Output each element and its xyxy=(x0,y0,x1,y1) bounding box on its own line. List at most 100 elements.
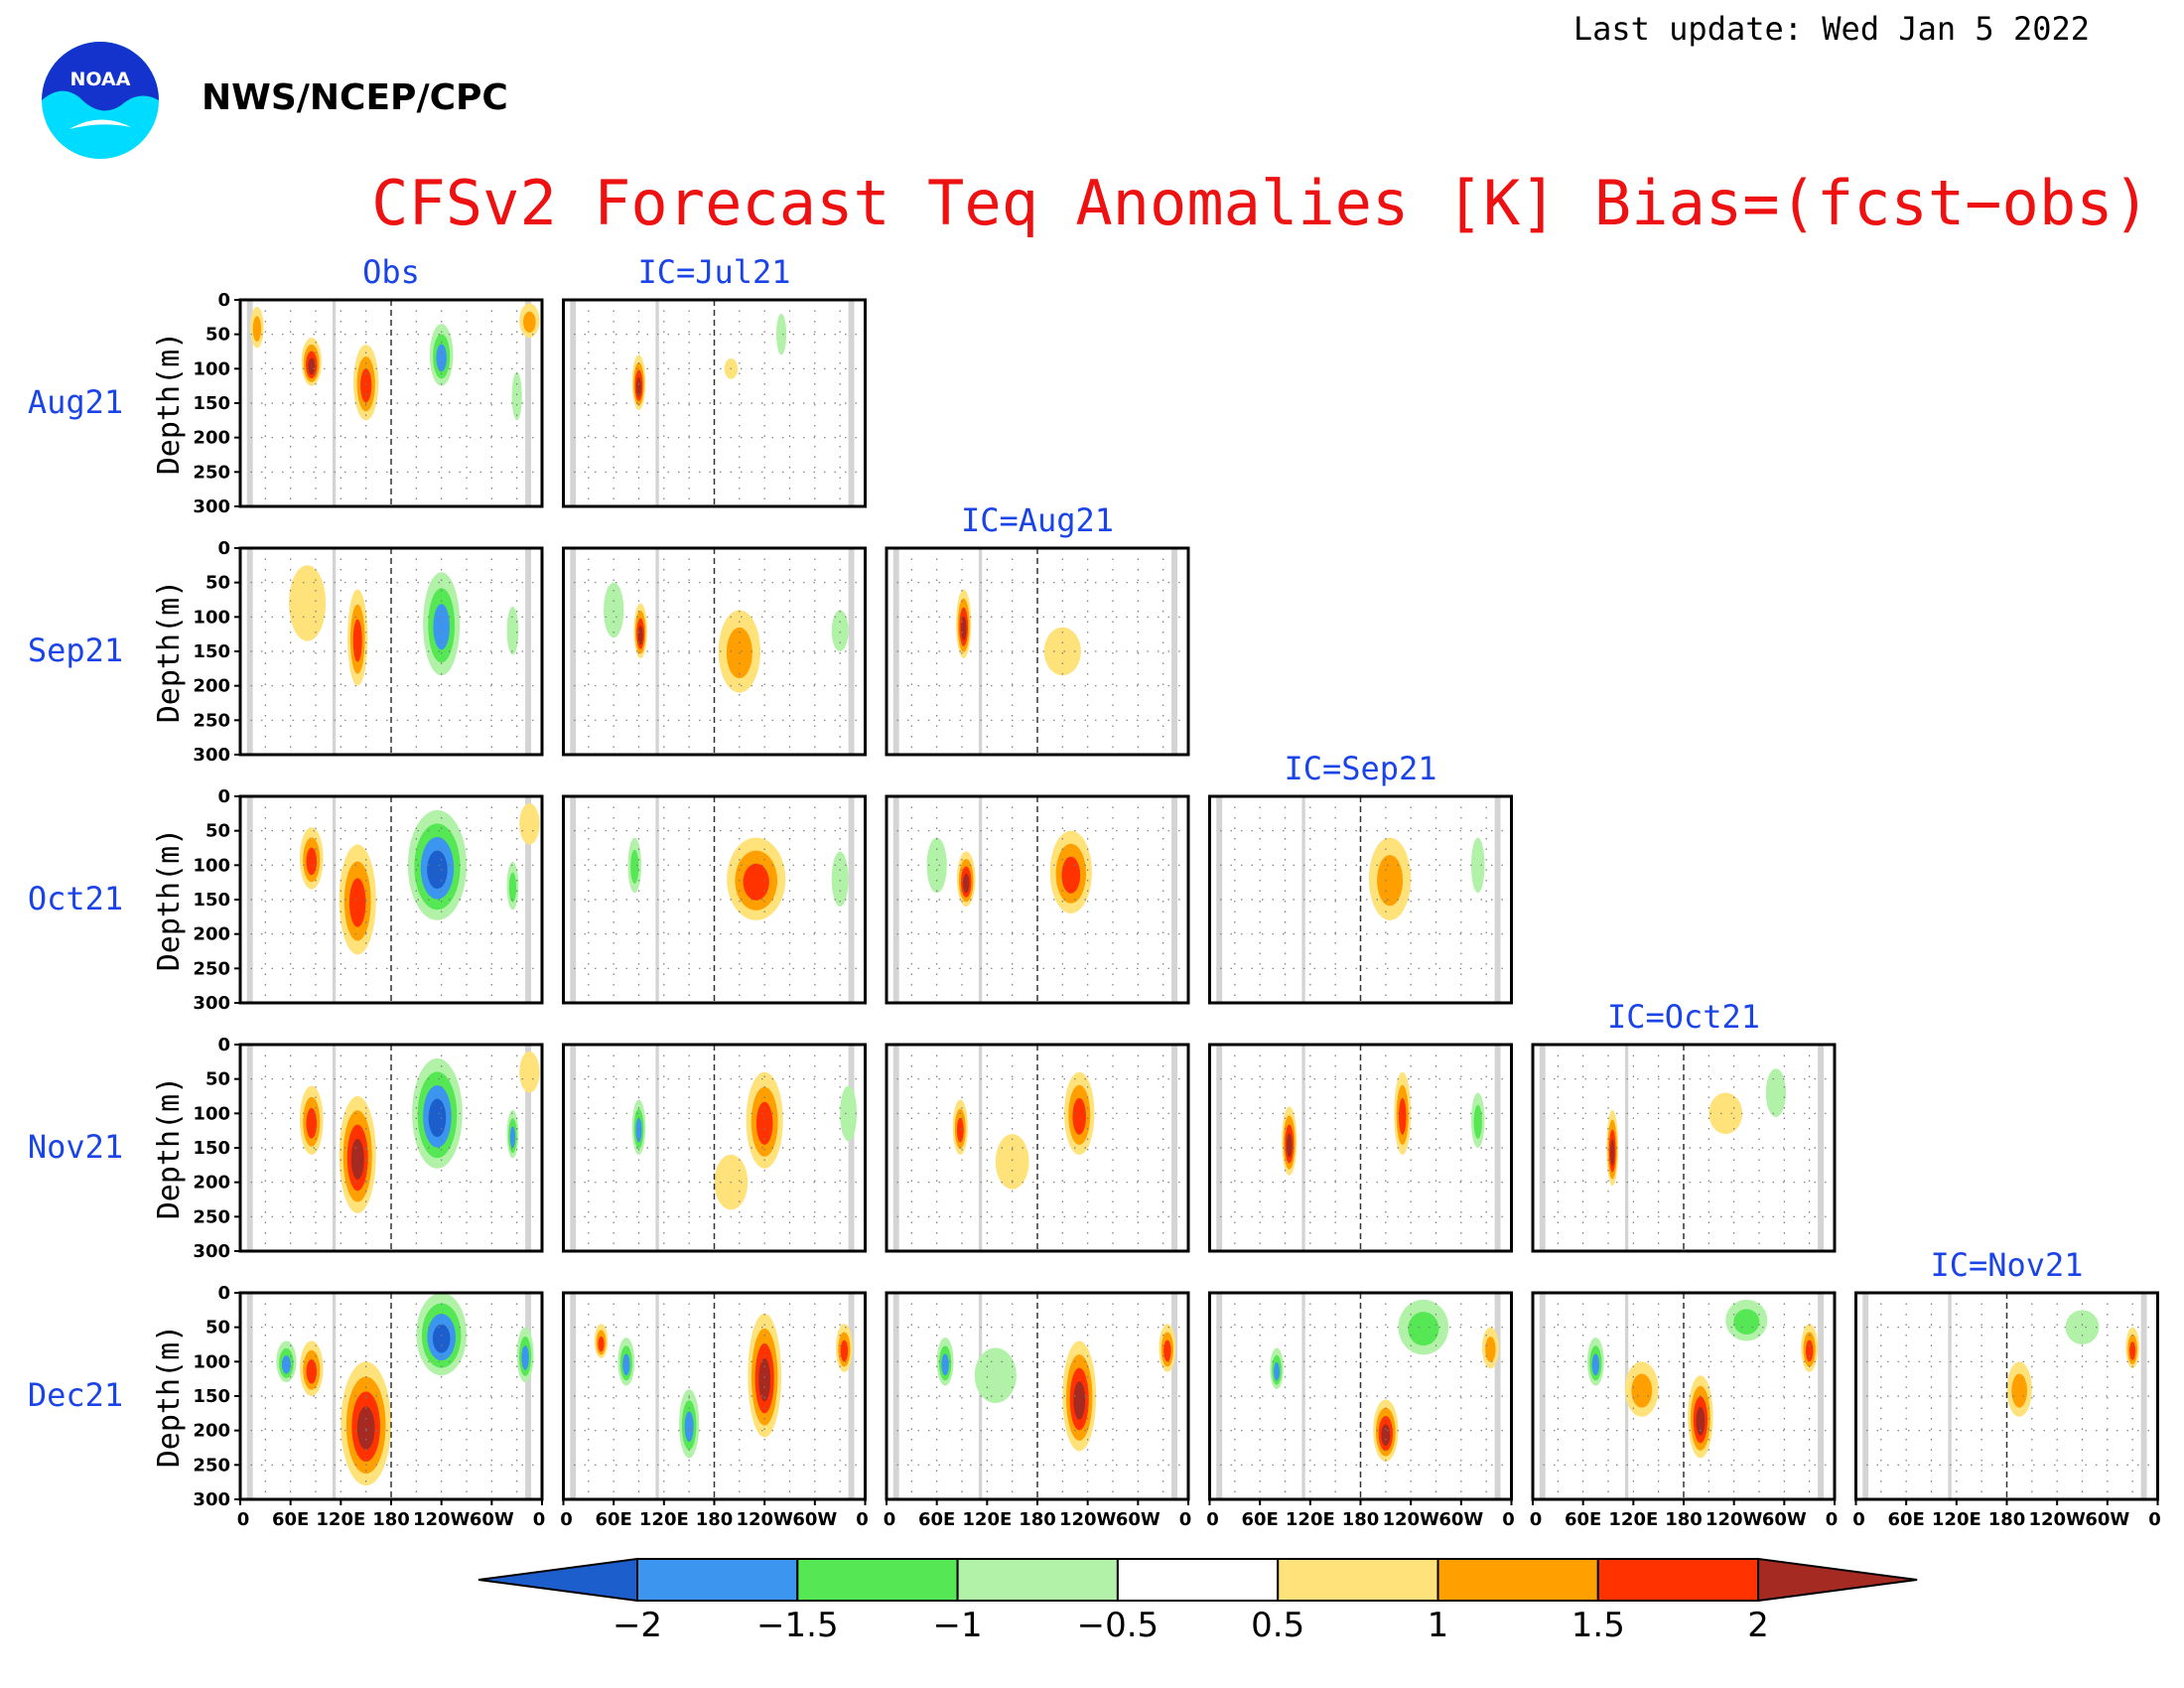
colorbar-label: −1.5 xyxy=(756,1606,839,1645)
land-mask xyxy=(1216,1045,1223,1251)
anomaly-contour xyxy=(436,344,447,372)
land-mask xyxy=(570,796,577,1003)
y-axis-label: Depth(m) xyxy=(152,1076,187,1220)
x-tick-label: 120E xyxy=(1608,1509,1658,1530)
panel-frame xyxy=(885,1043,1190,1253)
y-tick-label: 150 xyxy=(193,393,230,414)
y-tick-label: 0 xyxy=(217,1035,230,1055)
panel-Aug21-1: IC=Jul21 xyxy=(562,253,867,508)
x-tick-label: 0 xyxy=(237,1509,250,1530)
y-axis-label: Depth(m) xyxy=(152,580,187,724)
panel-Dec21-1: 0 60E 120E 180 120W 60W 0 xyxy=(560,1291,869,1530)
anomaly-contour xyxy=(1696,1406,1706,1436)
x-tick-label: 120E xyxy=(1286,1509,1335,1530)
x-tick-label: 120W xyxy=(1706,1509,1763,1530)
anomaly-contour xyxy=(635,1117,642,1143)
land-mask xyxy=(1818,1293,1825,1499)
panel-frame xyxy=(562,794,867,1005)
panel-contents xyxy=(1855,1293,2158,1499)
x-tick-label: 60E xyxy=(272,1509,309,1530)
x-tick-label: 180 xyxy=(696,1509,734,1530)
anomaly-contour xyxy=(775,313,787,355)
land-mask xyxy=(1494,1045,1501,1251)
x-tick-label: 180 xyxy=(1019,1509,1056,1530)
y-tick-label: 250 xyxy=(193,462,230,483)
colorbar: −2 −1.5 −1 −0.5 0.5 1 1.5 2 xyxy=(478,1557,1918,1645)
land-mask xyxy=(570,548,577,755)
colorbar-segment xyxy=(1116,1558,1280,1602)
x-tick-label: 60W xyxy=(1438,1509,1483,1530)
anomaly-contour xyxy=(252,316,262,343)
anomaly-contour xyxy=(926,837,947,894)
panel-contents xyxy=(240,300,542,506)
y-tick-label: 100 xyxy=(193,358,230,379)
x-tick-label: 60W xyxy=(2085,1509,2129,1530)
y-tick-label: 250 xyxy=(193,710,230,731)
x-tick-label: 180 xyxy=(1665,1509,1703,1530)
noaa-logo: NOAA xyxy=(42,42,159,159)
y-tick-label: 300 xyxy=(193,745,230,766)
anomaly-contour xyxy=(743,863,769,901)
anomaly-contour xyxy=(433,604,450,650)
y-tick-label: 200 xyxy=(193,676,230,697)
x-tick-label: 0 xyxy=(560,1509,573,1530)
panel-Nov21-0: 0 50 100 150 200 250 300 Depth(m) Nov21 xyxy=(28,1035,544,1262)
anomaly-contour xyxy=(1073,1381,1086,1420)
panel-contents xyxy=(240,1293,542,1499)
panel-Nov21-4: IC=Oct21 xyxy=(1531,998,1837,1253)
anomaly-contour xyxy=(2129,1341,2136,1360)
y-tick-label: 150 xyxy=(193,1386,230,1407)
x-tick-label: 0 xyxy=(1206,1509,1219,1530)
anomaly-contour xyxy=(1061,856,1081,894)
land-mask xyxy=(246,300,253,506)
panel-contents xyxy=(240,1045,542,1251)
anomaly-contour xyxy=(288,565,327,641)
x-tick-label: 60E xyxy=(595,1509,631,1530)
x-tick-label: 180 xyxy=(372,1509,410,1530)
anomaly-contour xyxy=(974,1347,1017,1403)
anomaly-contour xyxy=(1610,1139,1615,1166)
land-mask xyxy=(1818,1045,1825,1251)
land-mask xyxy=(570,300,577,506)
y-tick-label: 0 xyxy=(217,1283,230,1304)
land-mask xyxy=(892,1045,899,1251)
panel-contents xyxy=(563,548,866,755)
land-mask xyxy=(525,1045,532,1251)
panel-frame xyxy=(562,298,867,508)
anomaly-contour xyxy=(348,878,366,927)
x-tick-label: 60E xyxy=(1887,1509,1924,1530)
anomaly-contour xyxy=(1274,1362,1281,1381)
colorbar-segment xyxy=(796,1558,959,1602)
y-tick-label: 150 xyxy=(193,1138,230,1159)
x-tick-label: 120E xyxy=(962,1509,1012,1530)
anomaly-contour xyxy=(432,1324,451,1353)
panel-frame xyxy=(885,546,1190,757)
y-axis-label: Depth(m) xyxy=(152,828,187,972)
colorbar-segment xyxy=(478,1557,638,1603)
panel-frame xyxy=(1208,1043,1513,1253)
panel-Nov21-2 xyxy=(885,1043,1190,1253)
anomaly-contour xyxy=(306,847,318,876)
x-tick-label: 0 xyxy=(1179,1509,1192,1530)
x-tick-label: 60W xyxy=(470,1509,514,1530)
panel-Dec21-0: 0 50 100 150 200 250 300 Depth(m) Dec21 0 60E 120E 1… xyxy=(28,1283,545,1530)
column-header: IC=Aug21 xyxy=(961,501,1114,539)
anomaly-contour xyxy=(356,1406,375,1450)
anomaly-contour xyxy=(604,582,624,638)
land-mask xyxy=(525,796,532,1003)
row-label: Nov21 xyxy=(28,1128,123,1166)
anomaly-contour xyxy=(519,1051,540,1093)
land-mask xyxy=(892,1293,899,1499)
land-mask xyxy=(246,548,253,755)
land-mask xyxy=(1539,1293,1546,1499)
anomaly-contour xyxy=(1631,1373,1653,1408)
x-tick-label: 0 xyxy=(2148,1509,2161,1530)
x-tick-label: 0 xyxy=(856,1509,869,1530)
y-tick-label: 300 xyxy=(193,496,230,517)
anomaly-contour xyxy=(521,1345,529,1370)
anomaly-contour xyxy=(427,850,448,890)
column-header: IC=Jul21 xyxy=(637,253,790,291)
x-tick-label: 60E xyxy=(1565,1509,1601,1530)
land-mask xyxy=(525,1293,532,1499)
